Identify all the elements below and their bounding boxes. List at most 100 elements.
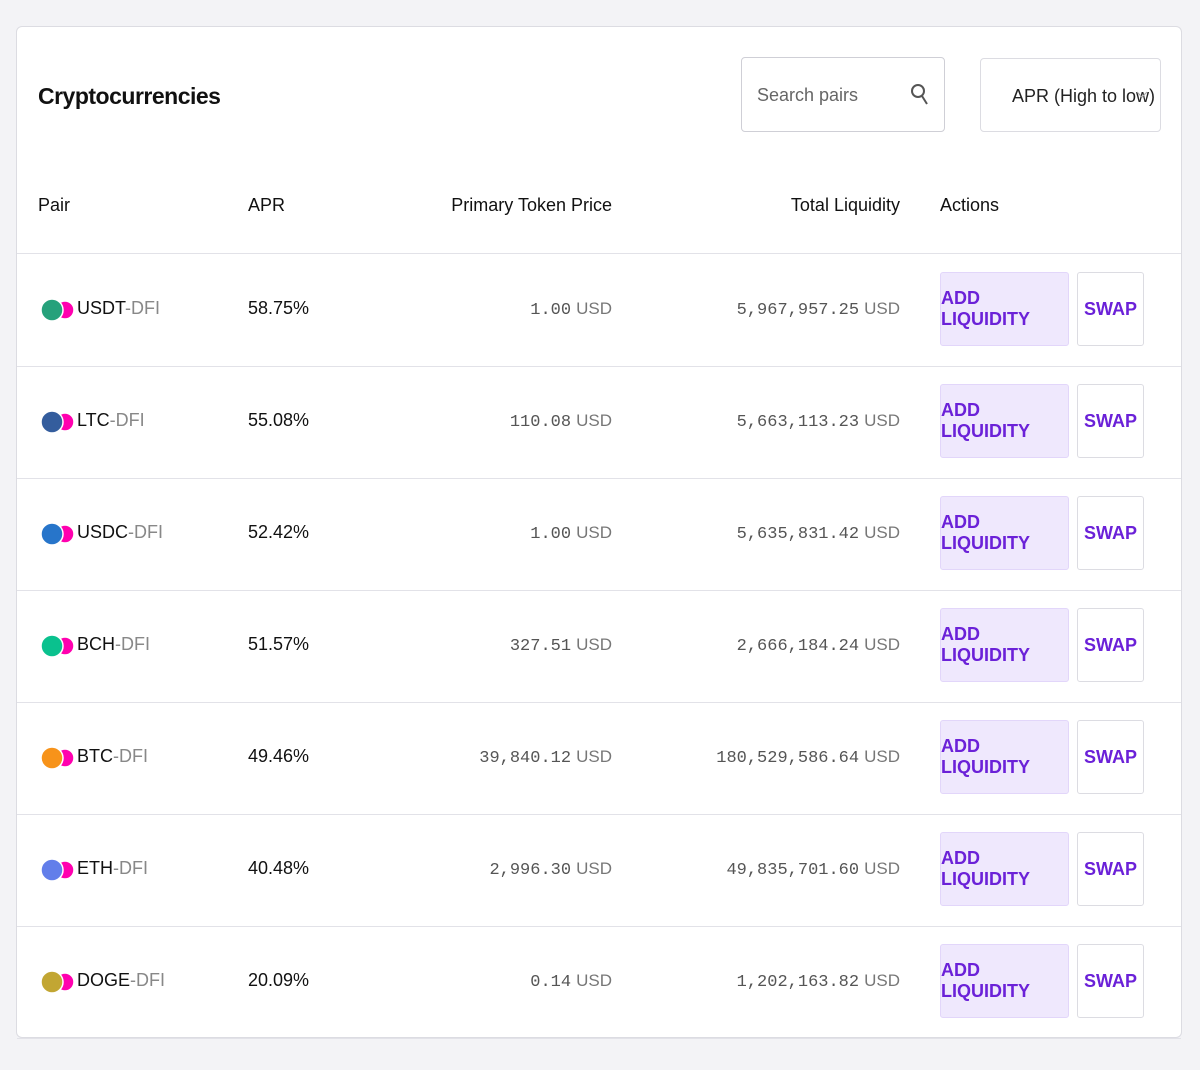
- apr: 55.08%: [248, 410, 310, 430]
- column-header: APR: [248, 195, 286, 215]
- pair: ETH-DFI: [77, 858, 148, 879]
- pair-base: BCH: [77, 634, 116, 654]
- liquidity-unit: USD: [864, 299, 900, 318]
- liquidity-unit: USD: [864, 747, 900, 766]
- liquidity: 2,666,184.24 USD: [737, 634, 900, 656]
- pair-quote: -DFI: [128, 522, 164, 542]
- liquidity: 180,529,586.64 USD: [716, 746, 900, 768]
- pair-icon: [40, 741, 76, 775]
- token-icons: [40, 970, 75, 994]
- table-row: USDT-DFI 58.75% 1.00 USD 5,967,957.25 USD AD…: [17, 254, 1181, 367]
- pair: USDT-DFI: [77, 298, 160, 319]
- add-liquidity-button[interactable]: ADD LIQUIDITY: [940, 832, 1069, 906]
- pair: USDC-DFI: [77, 522, 163, 543]
- pair-quote: -DFI: [125, 298, 161, 318]
- price-value: 0.14: [530, 973, 572, 992]
- liquidity: 5,967,957.25 USD: [737, 298, 900, 320]
- swap-button[interactable]: SWAP: [1077, 496, 1144, 570]
- price-value: 39,840.12: [479, 749, 572, 768]
- pair-icon: [40, 629, 76, 663]
- add-liquidity-button[interactable]: ADD LIQUIDITY: [940, 720, 1069, 794]
- swap-button[interactable]: SWAP: [1077, 384, 1144, 458]
- liquidity-unit: USD: [864, 971, 900, 990]
- price: 39,840.12 USD: [479, 746, 612, 768]
- add-liquidity-button[interactable]: ADD LIQUIDITY: [940, 272, 1069, 346]
- price-unit: USD: [576, 635, 612, 654]
- price-value: 110.08: [509, 413, 572, 432]
- pair-quote: -DFI: [113, 858, 148, 878]
- chevron: [1136, 91, 1148, 98]
- table-row: ETH-DFI 40.48% 2,996.30 USD 49,835,701.60 U…: [17, 814, 1181, 927]
- pair-icon: [40, 853, 76, 887]
- pair: BCH-DFI: [77, 634, 150, 655]
- liquidity: 5,635,831.42 USD: [737, 522, 900, 544]
- price-value: 1.00: [530, 301, 572, 320]
- sort-value: APR (High to low): [1012, 86, 1156, 106]
- liquidity-unit: USD: [864, 859, 900, 878]
- pair: DOGE-DFI: [77, 970, 165, 991]
- column-header: Primary Token Price: [451, 195, 612, 215]
- liquidity: 49,835,701.60 USD: [726, 858, 900, 880]
- pair-icon: [40, 293, 76, 327]
- header-divider: [17, 253, 1181, 254]
- table-row: BTC-DFI 49.46% 39,840.12 USD 180,529,586.64…: [17, 702, 1181, 815]
- pair-base: USDC: [77, 522, 129, 542]
- token-icons: [40, 746, 75, 770]
- price-unit: USD: [576, 859, 612, 878]
- pair-icon: [40, 965, 76, 999]
- swap-button[interactable]: SWAP: [1077, 832, 1144, 906]
- swap-button[interactable]: SWAP: [1077, 720, 1144, 794]
- token-icons: [40, 298, 75, 322]
- pair: LTC-DFI: [77, 410, 145, 431]
- liquidity-unit: USD: [864, 411, 900, 430]
- price-unit: USD: [576, 523, 612, 542]
- token-icons: [40, 410, 75, 434]
- liquidity-unit: USD: [864, 523, 900, 542]
- price: 1.00 USD: [530, 522, 612, 544]
- swap-button[interactable]: SWAP: [1077, 272, 1144, 346]
- table-row: USDC-DFI 52.42% 1.00 USD 5,635,831.42 USD AD…: [17, 478, 1181, 591]
- token-icons: [40, 634, 75, 658]
- price-unit: USD: [576, 411, 612, 430]
- add-liquidity-button[interactable]: ADD LIQUIDITY: [940, 608, 1069, 682]
- price: 110.08 USD: [510, 410, 612, 432]
- add-liquidity-button[interactable]: ADD LIQUIDITY: [940, 944, 1069, 1018]
- sort-select[interactable]: APR (High to low): [980, 58, 1161, 132]
- liquidity-unit: USD: [864, 635, 900, 654]
- add-liquidity-button[interactable]: ADD LIQUIDITY: [940, 384, 1069, 458]
- liquidity-value: 5,967,957.25: [736, 301, 860, 320]
- swap-button[interactable]: SWAP: [1077, 608, 1144, 682]
- pair-base: DOGE: [77, 970, 131, 990]
- pair-icon: [40, 405, 76, 439]
- card: Cryptocurrencies Search pairs APR (High …: [16, 26, 1182, 1039]
- pair: BTC-DFI: [77, 746, 148, 767]
- pair-icon: [40, 517, 76, 551]
- price-unit: USD: [576, 299, 612, 318]
- price-value: 327.51: [509, 637, 572, 656]
- apr: 52.42%: [248, 522, 310, 542]
- column-header: Pair: [38, 195, 71, 215]
- price-value: 1.00: [530, 525, 572, 544]
- liquidity-value: 5,663,113.23: [736, 413, 860, 432]
- column-header: Total Liquidity: [790, 195, 900, 215]
- price: 327.51 USD: [510, 634, 612, 656]
- pair-quote: -DFI: [115, 634, 151, 654]
- pair-quote: -DFI: [113, 746, 148, 766]
- price: 1.00 USD: [530, 298, 612, 320]
- pair-quote: -DFI: [109, 410, 145, 430]
- price-unit: USD: [576, 971, 612, 990]
- apr: 20.09%: [248, 970, 310, 990]
- apr: 58.75%: [248, 298, 310, 318]
- swap-button[interactable]: SWAP: [1077, 944, 1144, 1018]
- apr: 49.46%: [248, 746, 310, 766]
- liquidity-value: 2,666,184.24: [736, 637, 860, 656]
- add-liquidity-button[interactable]: ADD LIQUIDITY: [940, 496, 1069, 570]
- search-input[interactable]: Search pairs: [741, 57, 945, 132]
- liquidity-value: 49,835,701.60: [726, 861, 860, 880]
- pair-base: USDT: [77, 298, 126, 318]
- liquidity-value: 1,202,163.82: [736, 973, 860, 992]
- pair-base: BTC: [77, 746, 113, 766]
- table-row: DOGE-DFI 20.09% 0.14 USD 1,202,163.82 USD AD…: [17, 926, 1181, 1039]
- title: Cryptocurrencies: [38, 83, 221, 109]
- liquidity: 5,663,113.23 USD: [737, 410, 900, 432]
